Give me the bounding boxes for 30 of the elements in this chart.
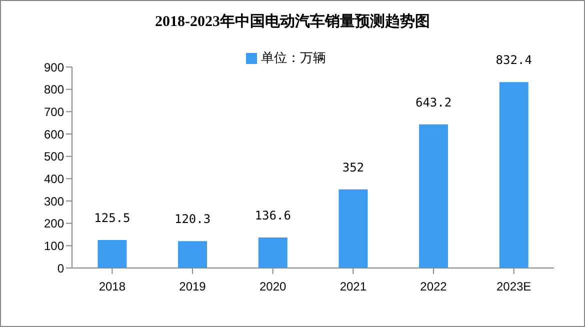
y-tick-label: 600 <box>44 127 64 142</box>
y-tick-label: 900 <box>44 60 64 74</box>
data-label: 832.4 <box>496 53 532 68</box>
y-tick-label: 700 <box>44 104 64 119</box>
bar <box>419 124 448 268</box>
data-label: 643.2 <box>415 95 452 110</box>
bar <box>258 237 288 268</box>
x-tick-label: 2019 <box>179 280 206 294</box>
y-tick-label: 500 <box>44 150 64 164</box>
chart-title: 2018-2023年中国电动汽车销量预测趋势图 <box>154 12 431 32</box>
data-label: 352 <box>342 160 364 174</box>
x-tick-label: 2020 <box>259 280 287 294</box>
x-tick-label: 2023E <box>496 280 532 294</box>
x-tick-label: 2022 <box>420 280 448 294</box>
y-tick-label: 100 <box>44 238 64 253</box>
bar <box>338 189 368 268</box>
y-tick-label: 400 <box>44 172 64 186</box>
y-tick-label: 200 <box>44 216 64 231</box>
y-tick-label: 300 <box>44 194 64 208</box>
data-label: 125.5 <box>94 210 130 225</box>
x-tick-label: 2021 <box>340 280 367 294</box>
y-tick-label: 800 <box>44 82 64 97</box>
data-label: 136.6 <box>254 208 291 222</box>
bar <box>98 240 127 268</box>
bar <box>178 241 208 268</box>
y-tick-label: 0 <box>57 261 64 276</box>
legend-label: 单位：万辆 <box>261 50 326 65</box>
x-tick-label: 2018 <box>98 280 126 294</box>
bar <box>499 82 528 268</box>
data-label: 120.3 <box>174 212 211 226</box>
